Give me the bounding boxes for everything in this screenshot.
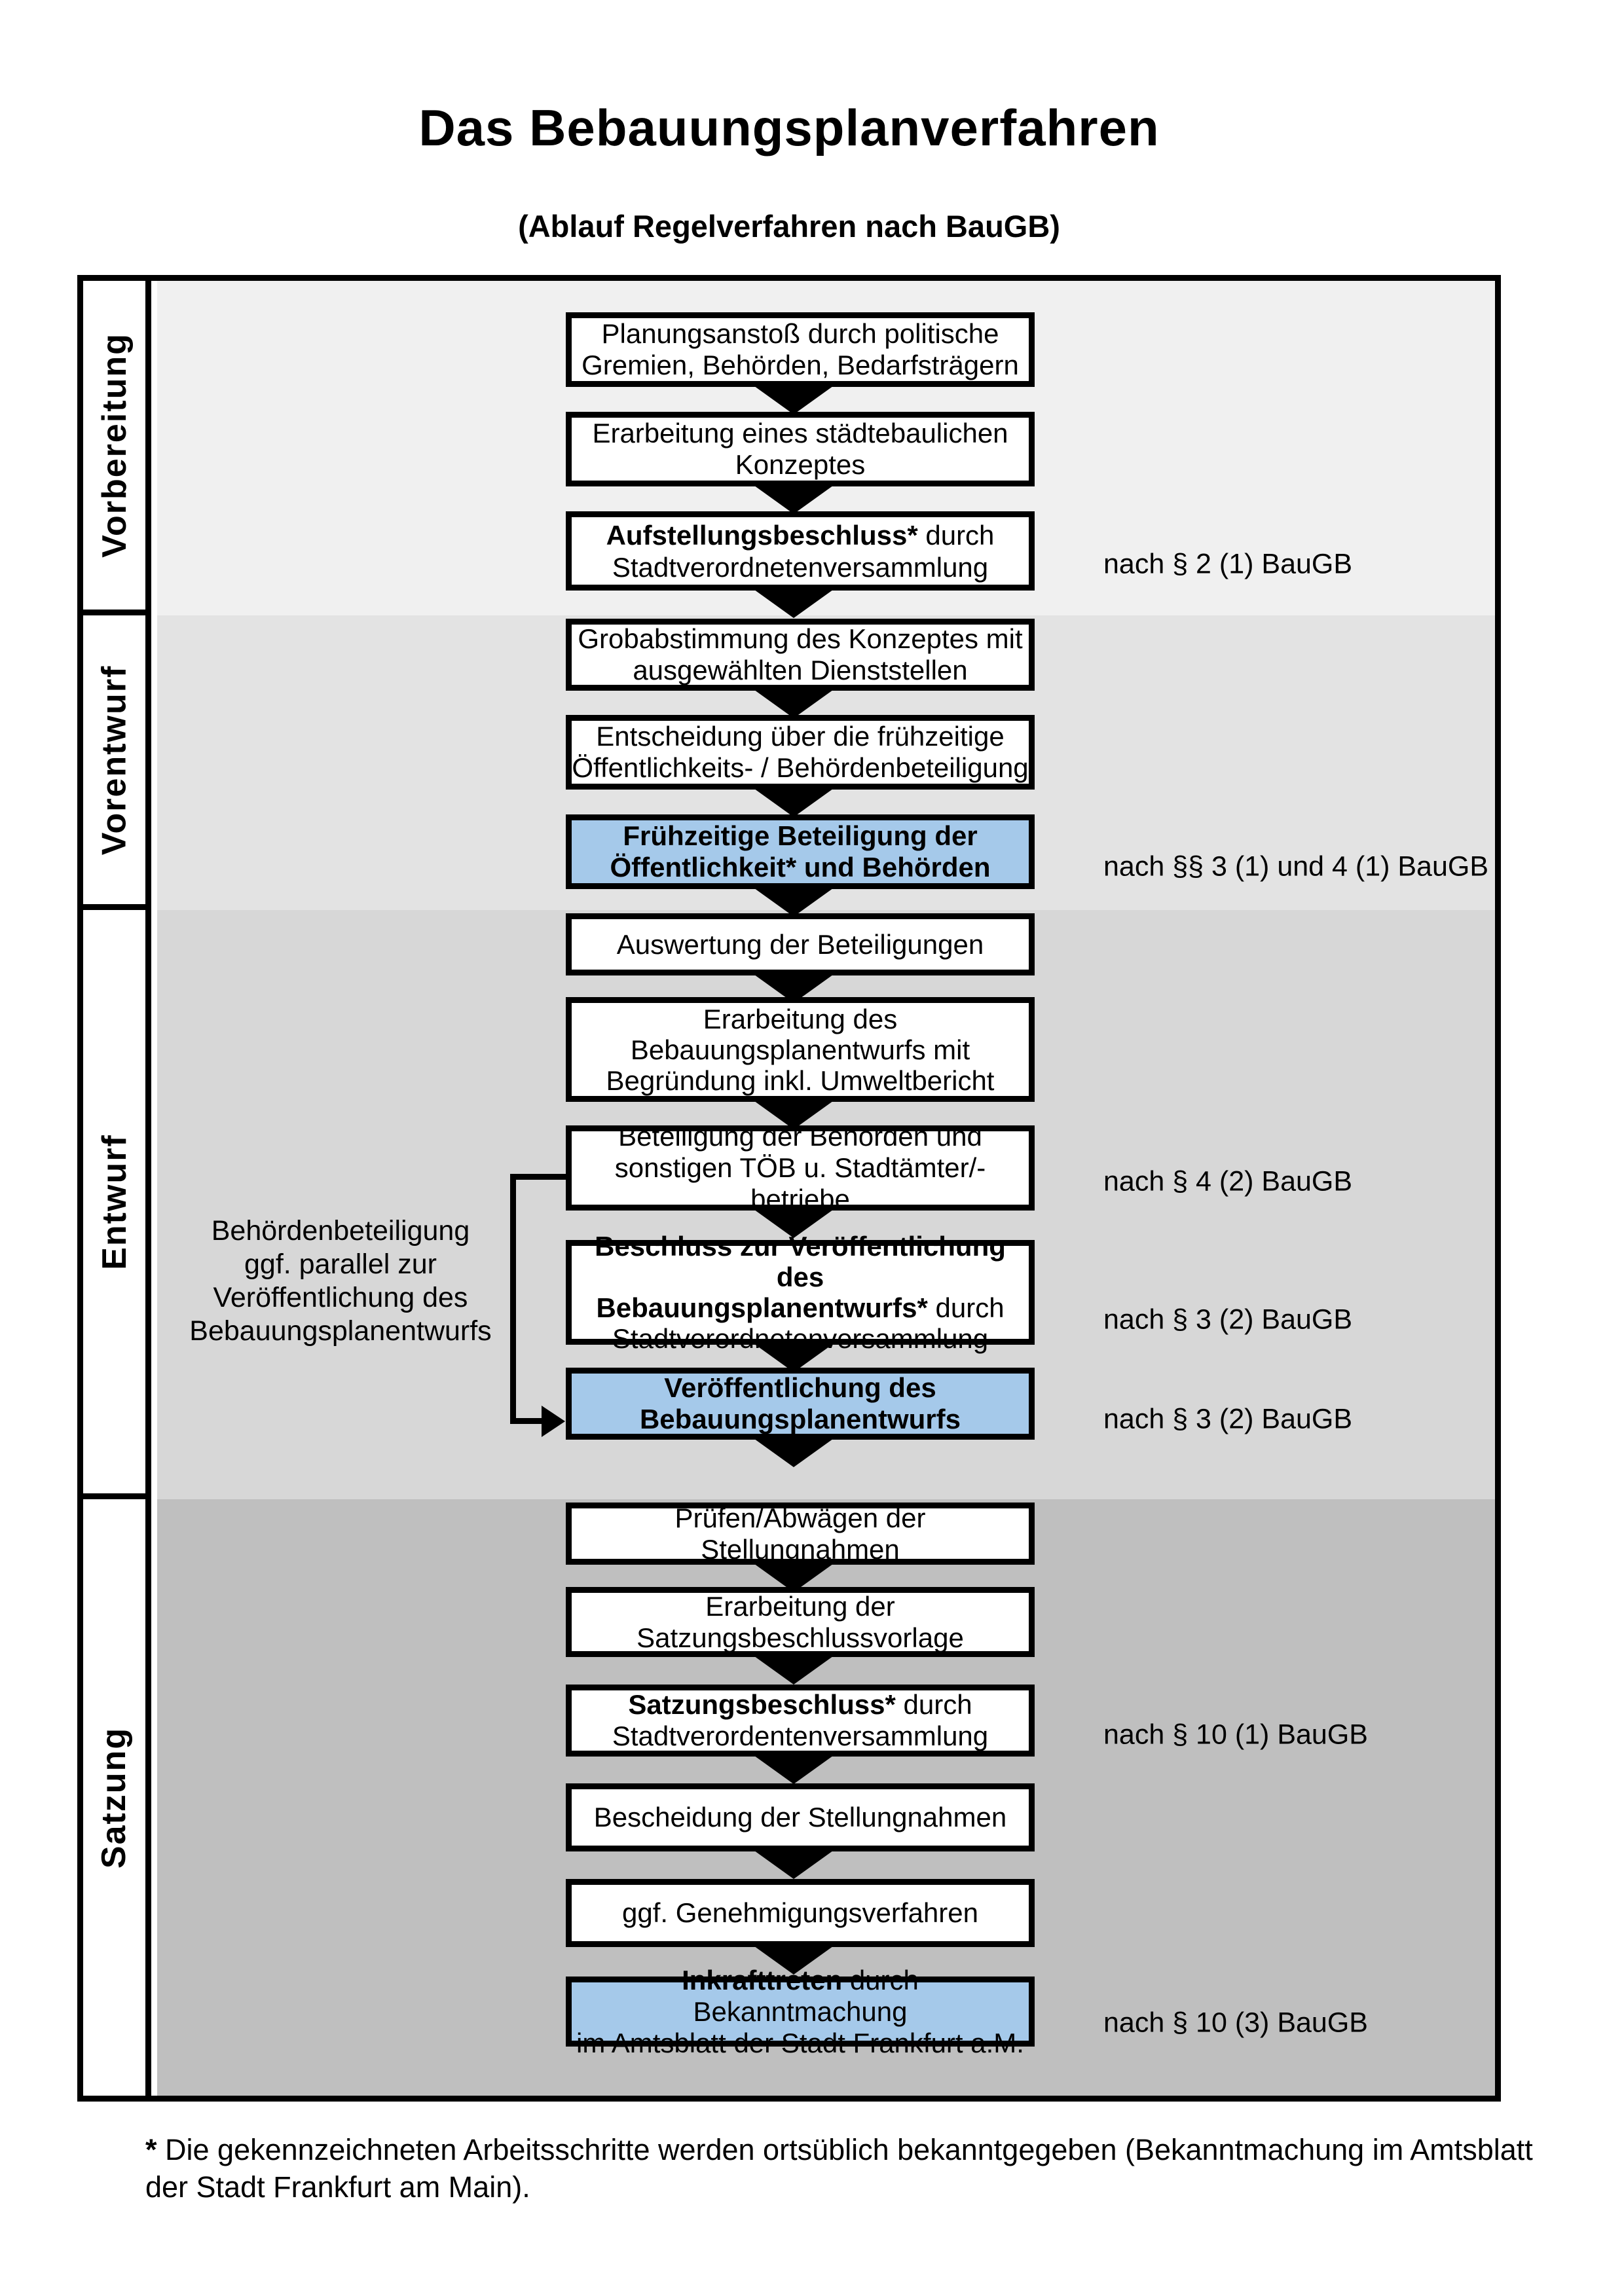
phase-label-vorbereitung: Vorbereitung: [95, 333, 134, 558]
phase-label-cell-vorentwurf: Vorentwurf: [83, 615, 151, 910]
law-reference-note: nach § 3 (2) BauGB: [1103, 1303, 1353, 1336]
phase-label-vorentwurf: Vorentwurf: [95, 665, 134, 855]
flow-box-satzungsbeschluss: Satzungsbeschluss* durch Stadtverordente…: [566, 1685, 1035, 1757]
flow-box-bescheidung: Bescheidung der Stellungnahmen: [566, 1783, 1035, 1851]
flow-box-staedtebauliches-konzept: Erarbeitung eines städtebaulichen Konzep…: [566, 412, 1035, 486]
law-reference-note: nach §§ 3 (1) und 4 (1) BauGB: [1103, 850, 1489, 883]
flow-box-veroeffentlichung-entwurf: Veröffentlichung des Bebauungsplanentwur…: [566, 1368, 1035, 1440]
parallel-connector-line: [510, 1418, 544, 1424]
page-title: Das Bebauungsplanverfahren: [418, 99, 1160, 156]
law-reference-note: nach § 2 (1) BauGB: [1103, 548, 1353, 580]
phase-label-cell-entwurf: Entwurf: [83, 910, 151, 1499]
down-arrow-icon: [752, 688, 836, 718]
footnote-text: Die gekennzeichneten Arbeitsschritte wer…: [145, 2133, 1533, 2204]
flow-box-entscheidung-beteiligung: Entscheidung über die frühzeitige Öffent…: [566, 715, 1035, 790]
footnote: * Die gekennzeichneten Arbeitsschritte w…: [145, 2131, 1547, 2206]
flow-box-pruefen-abwaegen: Prüfen/Abwägen der Stellungnahmen: [566, 1503, 1035, 1565]
down-arrow-icon: [752, 787, 836, 817]
flow-box-behoerdenbeteiligung: Beteiligung der Behörden und sonstigen T…: [566, 1121, 1035, 1214]
down-arrow-icon: [752, 1099, 836, 1129]
flow-box-auswertung: Auswertung der Beteiligungen: [566, 913, 1035, 975]
down-arrow-icon: [752, 1342, 836, 1372]
down-arrow-icon: [752, 384, 836, 414]
law-reference-note: nach § 4 (2) BauGB: [1103, 1165, 1353, 1197]
flow-box-inkrafttreten: Inkrafttreten durch Bekanntmachung im Am…: [566, 1965, 1035, 2058]
law-reference-note: nach § 3 (2) BauGB: [1103, 1403, 1353, 1435]
flow-box-fruehzeitige-beteiligung: Frühzeitige Beteiligung der Öffentlichke…: [566, 814, 1035, 889]
right-arrow-icon: [542, 1406, 565, 1437]
flow-box-erarbeitung-entwurf: Erarbeitung des Bebauungsplanentwurfs mi…: [566, 997, 1035, 1102]
down-arrow-icon: [752, 886, 836, 917]
law-reference-note: nach § 10 (3) BauGB: [1103, 2007, 1368, 2039]
parallel-connector-line: [510, 1174, 566, 1180]
down-arrow-icon: [752, 1849, 836, 1879]
flow-box-beschluss-veroeffentlichung: Beschluss zur Veröffentlichung des Bebau…: [566, 1231, 1035, 1354]
down-arrow-icon: [752, 484, 836, 514]
phase-label-entwurf: Entwurf: [95, 1133, 134, 1270]
down-arrow-icon: [752, 1208, 836, 1238]
phase-label-cell-vorbereitung: Vorbereitung: [83, 281, 151, 615]
down-arrow-icon: [752, 1754, 836, 1784]
law-reference-note: nach § 10 (1) BauGB: [1103, 1719, 1368, 1751]
flow-box-satzungsbeschlussvorlage: Erarbeitung der Satzungsbeschlussvorlage: [566, 1587, 1035, 1657]
flow-box-aufstellungsbeschluss: Aufstellungsbeschluss* durch Stadtverord…: [566, 511, 1035, 591]
page-subtitle: (Ablauf Regelverfahren nach BauGB): [518, 209, 1060, 244]
down-arrow-icon: [752, 1437, 836, 1467]
flow-box-planungsanstoss: Planungsanstoß durch politische Gremien,…: [566, 312, 1035, 387]
flow-box-genehmigungsverfahren: ggf. Genehmigungsverfahren: [566, 1879, 1035, 1947]
phase-label-cell-satzung: Satzung: [83, 1499, 151, 2096]
footnote-marker: *: [145, 2133, 157, 2166]
down-arrow-icon: [752, 1654, 836, 1685]
parallel-connector-line: [510, 1174, 516, 1424]
phase-label-satzung: Satzung: [95, 1726, 134, 1868]
down-arrow-icon: [752, 1944, 836, 1975]
flow-box-grobabstimmung: Grobabstimmung des Konzeptes mit ausgewä…: [566, 619, 1035, 691]
down-arrow-icon: [752, 588, 836, 618]
side-annotation: Behördenbeteiligung ggf. parallel zur Ve…: [189, 1215, 492, 1347]
